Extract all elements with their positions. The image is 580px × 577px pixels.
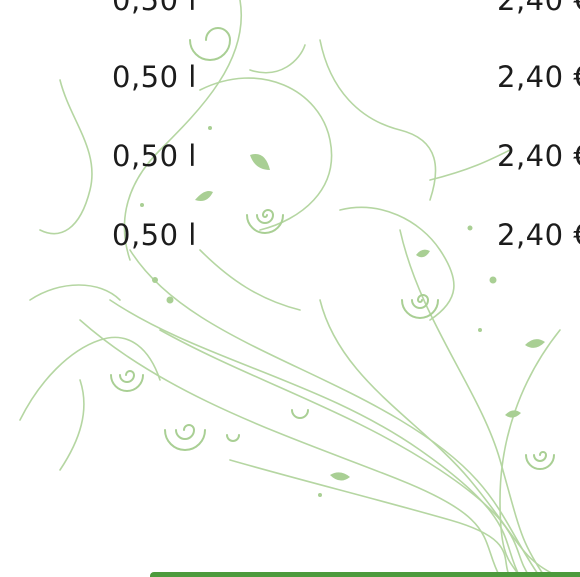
price-row: 0,50 l 2,40 € — [0, 0, 580, 20]
price-value: 2,40 € — [497, 0, 580, 17]
volume-value: 0,50 l — [112, 60, 197, 94]
volume-value: 0,50 l — [112, 139, 197, 173]
volume-value: 0,50 l — [112, 0, 197, 17]
volume-value: 0,50 l — [112, 218, 197, 252]
price-value: 2,40 € — [497, 139, 580, 173]
price-list: 0,50 l 2,40 € 0,50 l 2,40 € 0,50 l 2,40 … — [0, 0, 580, 260]
price-value: 2,40 € — [497, 218, 580, 252]
price-row: 0,50 l 2,40 € — [0, 215, 580, 255]
bottom-accent-bar — [150, 572, 580, 577]
price-row: 0,50 l 2,40 € — [0, 57, 580, 97]
price-value: 2,40 € — [497, 60, 580, 94]
price-row: 0,50 l 2,40 € — [0, 136, 580, 176]
